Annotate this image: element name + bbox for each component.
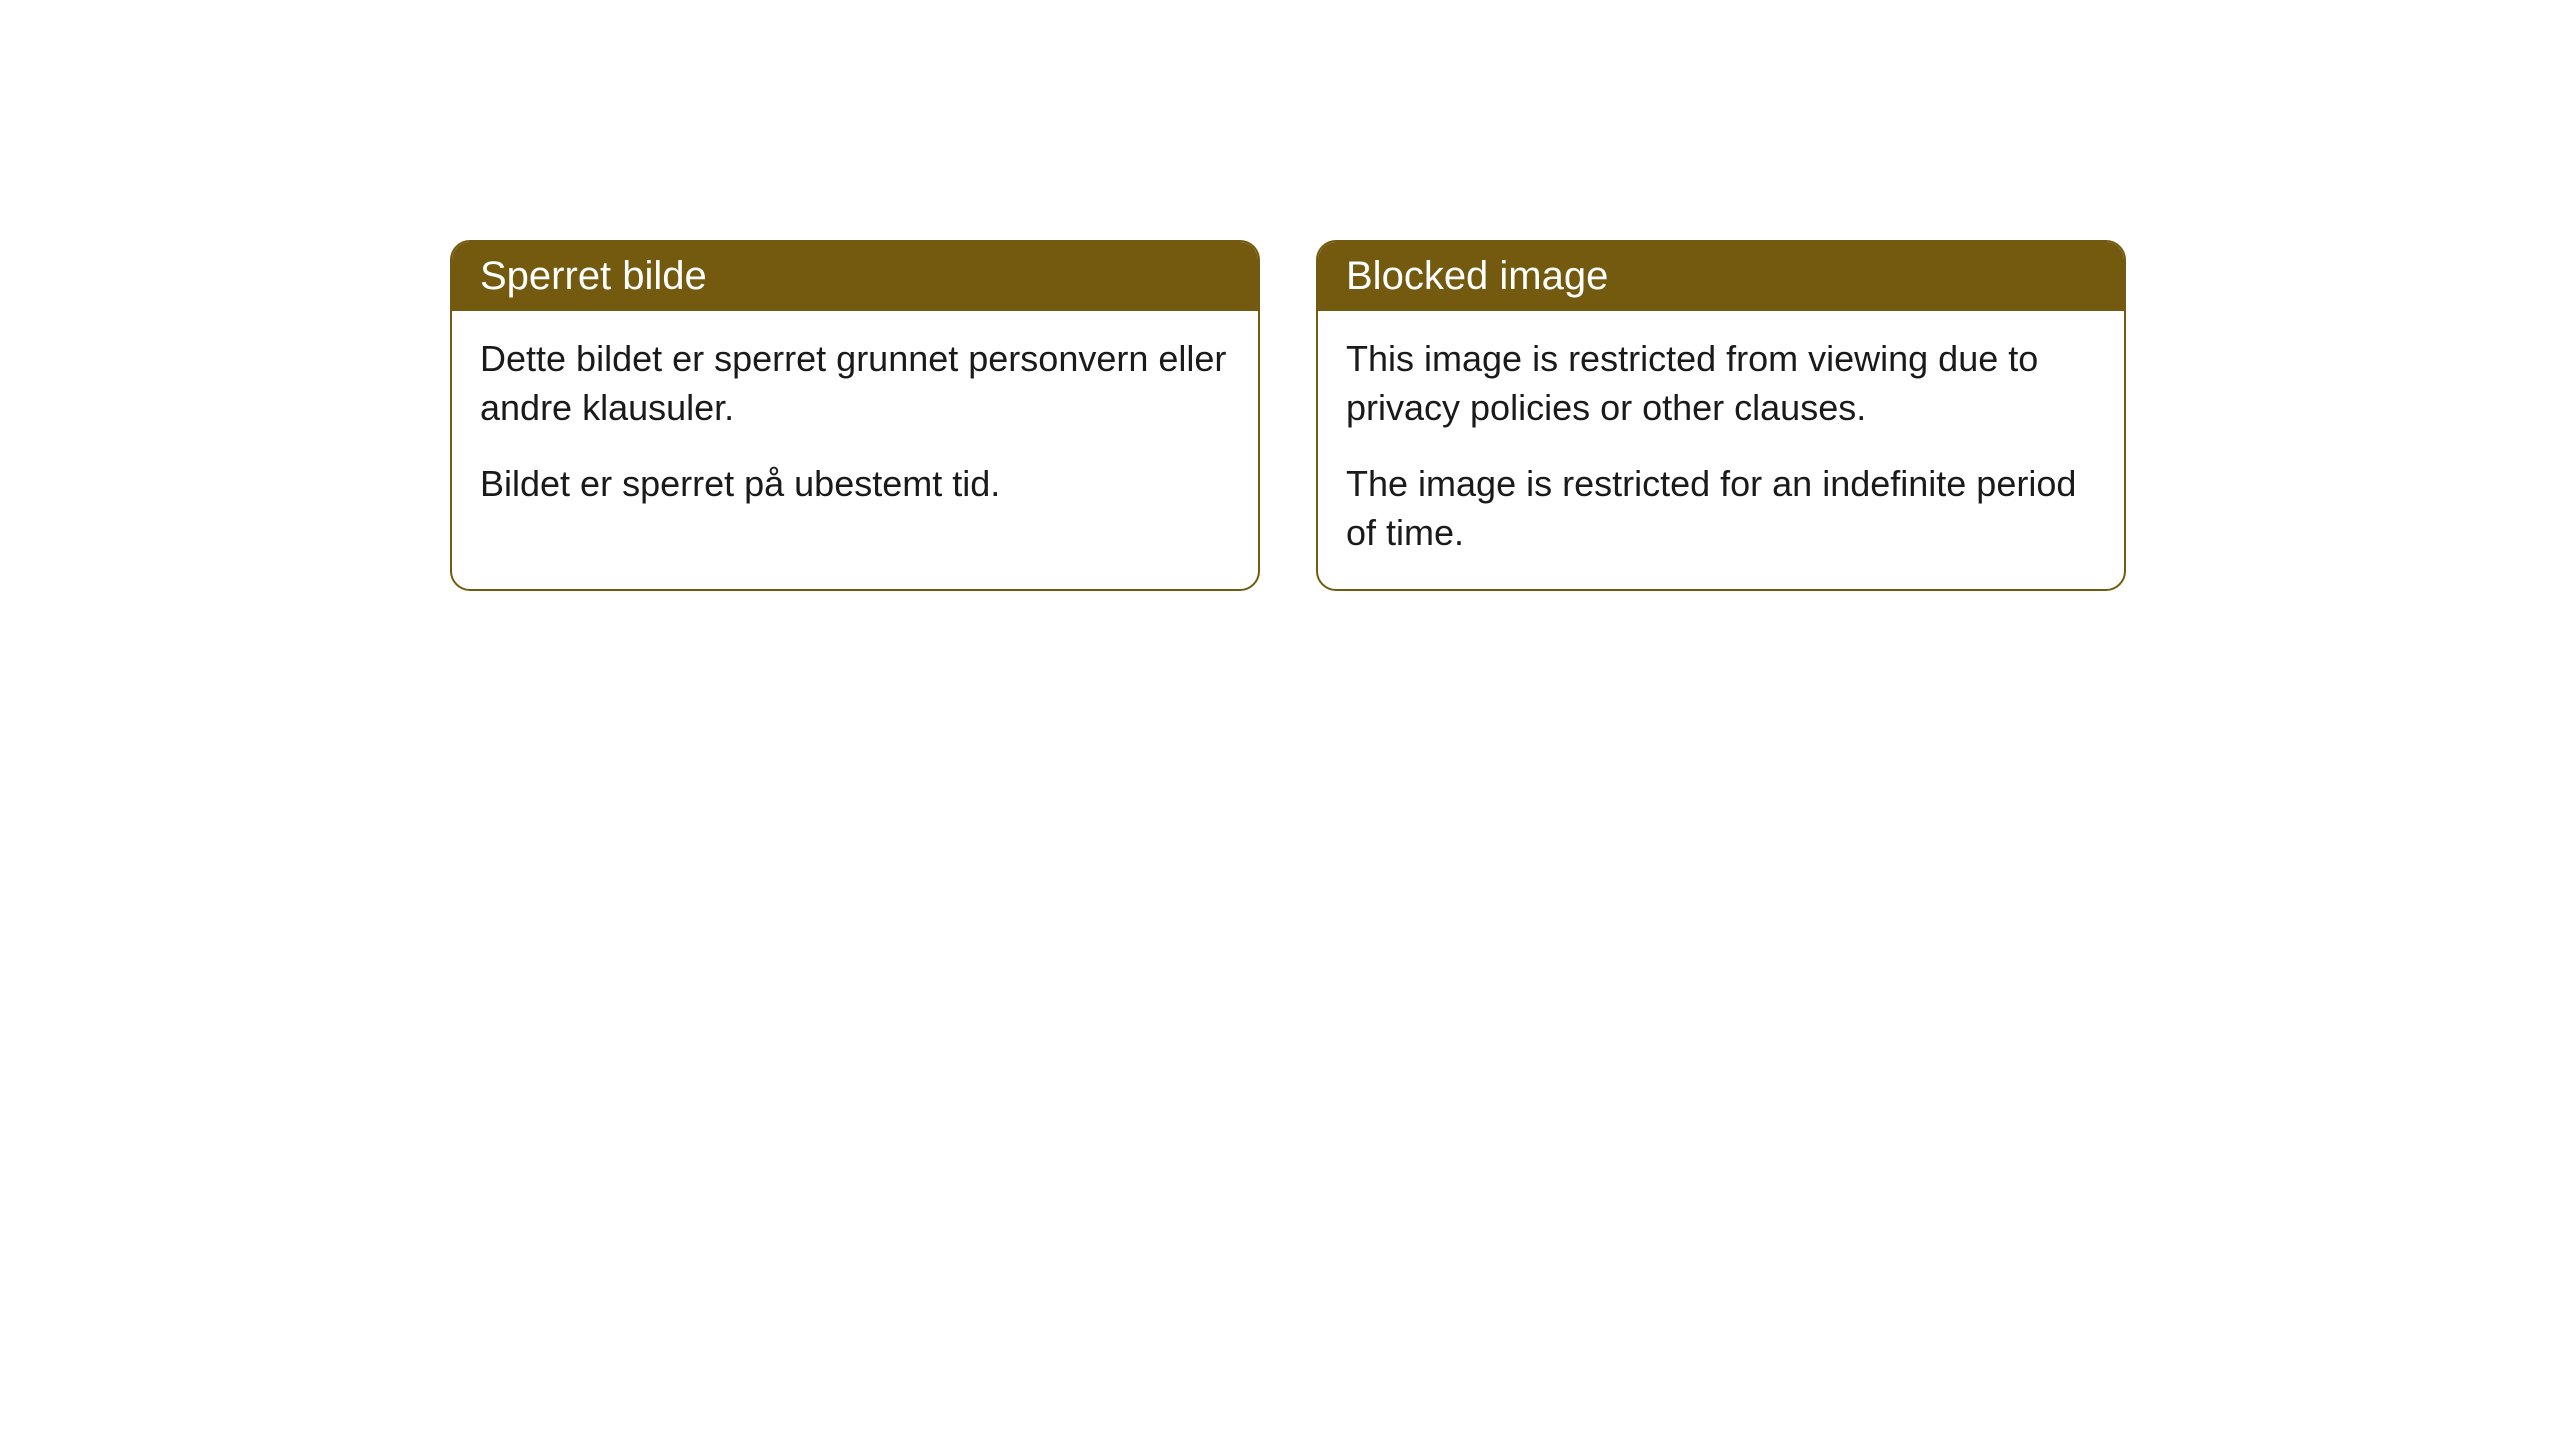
card-paragraph: The image is restricted for an indefinit…: [1346, 460, 2096, 557]
card-body: This image is restricted from viewing du…: [1318, 311, 2124, 589]
blocked-image-card-no: Sperret bilde Dette bildet er sperret gr…: [450, 240, 1260, 591]
notice-cards-container: Sperret bilde Dette bildet er sperret gr…: [0, 0, 2560, 591]
card-body: Dette bildet er sperret grunnet personve…: [452, 311, 1258, 541]
blocked-image-card-en: Blocked image This image is restricted f…: [1316, 240, 2126, 591]
card-paragraph: This image is restricted from viewing du…: [1346, 335, 2096, 432]
card-title: Sperret bilde: [452, 242, 1258, 311]
card-title: Blocked image: [1318, 242, 2124, 311]
card-paragraph: Dette bildet er sperret grunnet personve…: [480, 335, 1230, 432]
card-paragraph: Bildet er sperret på ubestemt tid.: [480, 460, 1230, 509]
